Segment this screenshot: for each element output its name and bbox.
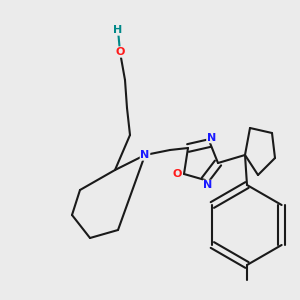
Text: N: N xyxy=(207,133,216,142)
Text: H: H xyxy=(113,25,123,35)
Text: N: N xyxy=(203,180,213,190)
Text: O: O xyxy=(173,169,182,179)
Text: N: N xyxy=(140,150,150,160)
Text: O: O xyxy=(115,47,125,57)
